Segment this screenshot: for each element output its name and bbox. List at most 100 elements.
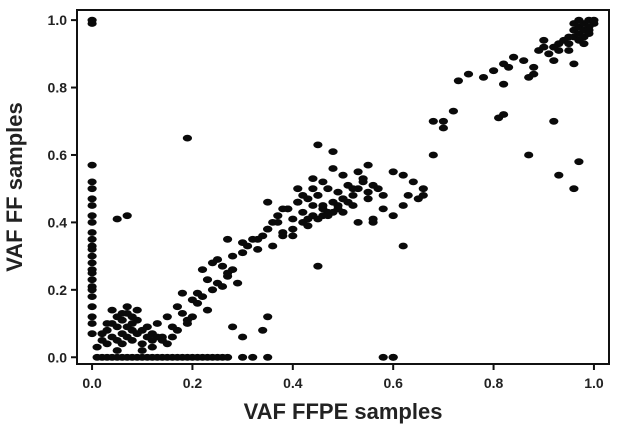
data-point [263,225,273,233]
data-point [248,353,258,361]
data-point [87,235,97,243]
data-point [328,165,338,172]
data-point [87,195,97,203]
data-point [508,53,519,61]
data-point [398,242,408,250]
data-point [253,246,263,253]
data-point [228,252,238,260]
data-point [238,333,248,341]
data-point [87,313,97,321]
data-point [87,252,97,260]
data-point [182,134,192,142]
data-point [182,316,192,324]
data-point [574,158,584,166]
data-point [448,107,458,115]
data-point [238,353,248,361]
data-point [102,320,112,327]
x-tick-label: 0.0 [82,375,102,391]
data-point [258,326,268,334]
data-point [102,340,112,348]
data-point [569,185,579,193]
data-point [273,219,283,226]
data-point [348,202,358,209]
data-point [308,202,318,209]
data-point [122,212,132,220]
y-tick-label: 1.0 [48,12,68,28]
x-tick-label: 0.2 [183,375,203,391]
data-point [549,57,559,64]
data-point [313,141,323,149]
data-point [87,20,97,27]
data-point [564,47,574,54]
data-point [177,310,187,317]
data-point [87,320,97,327]
data-point [504,63,514,71]
y-axis-title: VAF FF samples [2,102,27,272]
data-point [288,215,298,223]
data-point [323,185,333,193]
y-axis: 0.0 0.2 0.4 0.6 0.8 1.0 [48,12,77,365]
data-point [569,60,579,68]
data-point [363,188,373,196]
data-point [147,343,157,351]
x-tick-label: 0.4 [283,375,303,391]
data-point [418,192,428,199]
data-point [418,185,428,193]
data-point [368,219,378,226]
data-point [333,202,343,209]
data-point [453,77,463,85]
data-point [534,47,544,54]
data-point [398,171,408,179]
data-point [549,117,559,125]
data-point [293,185,303,193]
data-point [217,262,228,270]
data-point [298,208,308,216]
data-point [223,235,233,243]
data-point [87,330,97,338]
x-tick-label: 0.8 [484,375,504,391]
data-point [167,323,177,331]
data-point [87,246,97,253]
data-point [278,232,288,240]
data-point [378,353,388,361]
data-point [233,279,243,287]
data-point [308,175,318,183]
data-point [499,80,509,88]
data-point [463,70,474,78]
data-point [177,289,187,297]
data-point [529,70,539,78]
data-point [202,306,213,314]
data-point [87,212,97,220]
data-point [318,212,328,220]
data-point [338,208,348,216]
data-point [192,299,203,307]
data-point [238,239,248,247]
data-point [338,171,348,179]
data-point [157,333,167,341]
data-point [217,283,228,290]
data-point [428,117,438,125]
data-point [298,192,308,199]
data-point [102,326,112,334]
data-point [223,272,233,280]
data-point [478,74,489,81]
data-point [273,212,283,220]
data-point [438,124,448,132]
data-point [122,303,132,311]
data-point [303,222,313,230]
data-point [524,151,534,159]
x-axis: 0.0 0.2 0.4 0.6 0.8 1.0 [82,364,604,391]
data-point [428,151,438,159]
data-point [584,26,594,34]
data-points [87,16,599,361]
y-tick-label: 0.8 [48,80,68,96]
data-point [117,310,127,317]
x-axis-title: VAF FFPE samples [244,399,443,424]
data-point [303,215,313,223]
data-point [207,286,218,294]
data-point [268,242,278,250]
x-tick-label: 1.0 [584,375,604,391]
data-point [363,195,373,203]
data-point [313,262,323,270]
